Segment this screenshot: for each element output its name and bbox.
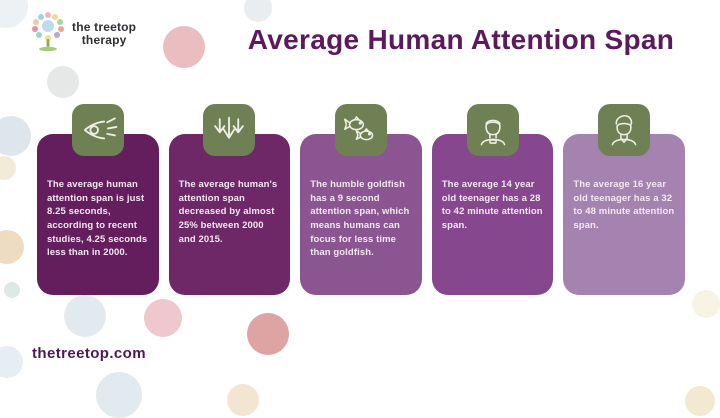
brand-name-line2: therapy [81, 32, 127, 47]
card-human-span: The average human attention span is just… [37, 104, 159, 295]
decorative-dot [692, 290, 720, 318]
brand-name: the treetop therapy [72, 21, 136, 46]
decorative-dot [144, 299, 182, 337]
decorative-dot [96, 372, 142, 418]
goldfish-icon [334, 104, 387, 156]
card-decrease: The average human's attention span decre… [168, 104, 291, 295]
card-text: The average 14 year old teenager has a 2… [441, 179, 543, 232]
teen-16-icon [598, 104, 651, 156]
brand-logo: the treetop therapy [30, 10, 136, 57]
down-arrows-icon [203, 104, 256, 156]
website-url: thetreetop.com [32, 345, 146, 362]
decorative-dot [0, 116, 31, 156]
decorative-dot [244, 0, 272, 22]
decorative-dot [227, 384, 259, 416]
decorative-dot [47, 66, 79, 98]
card-text: The average human's attention span decre… [178, 179, 278, 245]
brand-name-line1: the treetop [72, 19, 137, 34]
decorative-dot [163, 26, 205, 68]
eye-attention-icon [71, 104, 124, 156]
decorative-dot [0, 346, 23, 378]
card-text: The average human attention span is just… [47, 179, 148, 259]
card-teen-16: The average 16 year old teenager has a 3… [563, 104, 685, 295]
treetop-tree-icon [30, 10, 66, 57]
card-teen-14: The average 14 year old teenager has a 2… [431, 104, 554, 295]
decorative-dot [0, 230, 24, 264]
decorative-dot [4, 282, 20, 298]
decorative-dot [685, 386, 715, 416]
decorative-dot [0, 156, 16, 180]
decorative-dot [64, 295, 106, 337]
card-text: The average 16 year old teenager has a 3… [573, 179, 675, 232]
page-title: Average Human Attention Span [247, 24, 675, 55]
card-goldfish: The humble goldfish has a 9 second atten… [300, 104, 422, 295]
card-text: The humble goldfish has a 9 second atten… [310, 179, 410, 259]
decorative-dot [247, 313, 289, 355]
decorative-dot [0, 0, 28, 28]
teen-14-icon [466, 104, 519, 156]
cards-row: The average human attention span is just… [37, 104, 685, 295]
